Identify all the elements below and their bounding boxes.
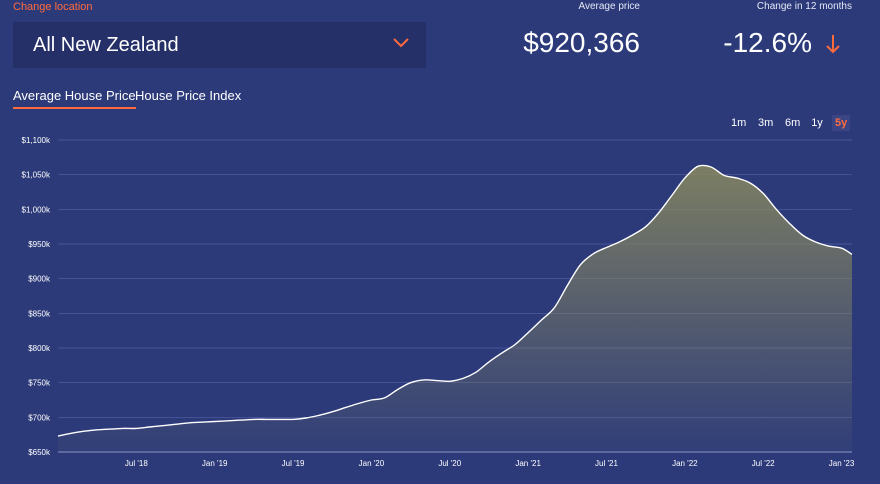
y-tick-label: $950k (28, 240, 51, 249)
chevron-down-icon (393, 38, 409, 48)
y-tick-label: $1,100k (22, 136, 51, 145)
price-area-fill (58, 165, 852, 452)
average-price-value: $920,366 (523, 27, 640, 58)
y-tick-label: $1,000k (22, 205, 51, 214)
change-location-label: Change location (13, 1, 93, 13)
x-tick-label: Jan '21 (515, 459, 541, 468)
average-price-label: Average price (578, 1, 640, 12)
x-tick-label: Jan '23 (829, 459, 855, 468)
y-tick-label: $900k (28, 275, 51, 284)
y-tick-label: $700k (28, 413, 51, 422)
x-tick-label: Jul '20 (438, 459, 461, 468)
x-tick-label: Jan '22 (672, 459, 698, 468)
range-button-3m[interactable]: 3m (758, 117, 774, 129)
change-value: -12.6% (723, 27, 812, 58)
y-tick-label: $650k (28, 448, 51, 457)
x-tick-label: Jul '22 (752, 459, 775, 468)
y-tick-label: $850k (28, 309, 51, 318)
range-button-6m[interactable]: 6m (785, 117, 801, 129)
y-tick-label: $800k (28, 344, 51, 353)
range-button-1y[interactable]: 1y (811, 117, 823, 129)
range-button-5y[interactable]: 5y (832, 115, 850, 131)
change-label: Change in 12 months (756, 1, 852, 12)
tab-house-price-index[interactable]: House Price Index (135, 88, 242, 103)
y-tick-label: $750k (28, 379, 51, 388)
price-series-line (57, 164, 853, 437)
range-button-1m[interactable]: 1m (731, 117, 747, 129)
arrow-down-icon (826, 35, 840, 54)
x-tick-label: Jul '21 (595, 459, 618, 468)
x-tick-label: Jan '19 (202, 459, 228, 468)
x-tick-label: Jan '20 (359, 459, 385, 468)
tab-average-house-price[interactable]: Average House Price (13, 88, 136, 109)
y-tick-label: $1,050k (22, 171, 51, 180)
house-price-chart: $650k $700k $750k $800k $850k $900k $950k $1,00… (22, 136, 855, 468)
x-tick-label: Jul '18 (125, 459, 148, 468)
location-select[interactable]: All New Zealand (13, 22, 426, 68)
location-value: All New Zealand (33, 34, 179, 56)
x-tick-label: Jul '19 (282, 459, 305, 468)
